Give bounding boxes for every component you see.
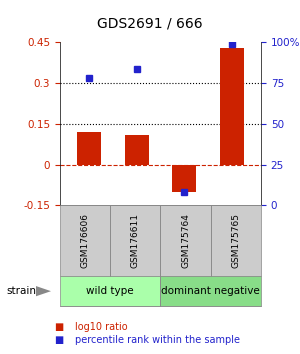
Bar	[220, 48, 244, 165]
Text: ■: ■	[54, 335, 63, 345]
Text: GSM175765: GSM175765	[231, 213, 240, 268]
Text: GSM176611: GSM176611	[131, 213, 140, 268]
Text: percentile rank within the sample: percentile rank within the sample	[75, 335, 240, 345]
Polygon shape	[36, 286, 51, 296]
Bar	[172, 165, 197, 192]
Text: GDS2691 / 666: GDS2691 / 666	[97, 16, 203, 30]
Text: ■: ■	[54, 322, 63, 332]
Text: GSM176606: GSM176606	[81, 213, 90, 268]
Bar	[124, 135, 148, 165]
Bar	[77, 132, 101, 165]
Text: strain: strain	[6, 286, 36, 296]
Text: GSM175764: GSM175764	[181, 213, 190, 268]
Text: dominant negative: dominant negative	[161, 286, 260, 296]
Text: log10 ratio: log10 ratio	[75, 322, 128, 332]
Text: wild type: wild type	[86, 286, 134, 296]
